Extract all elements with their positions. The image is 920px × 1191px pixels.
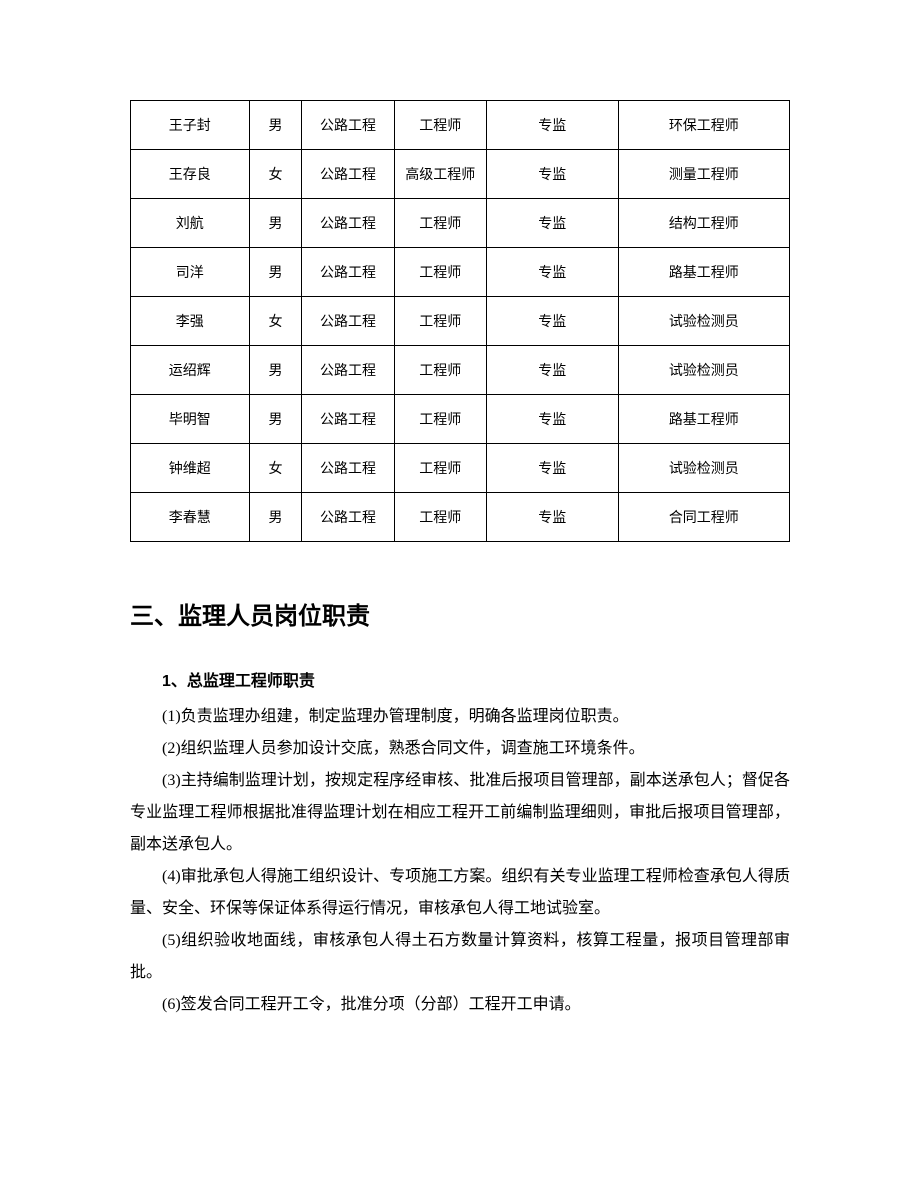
personnel-table-body: 王子封 男 公路工程 工程师 专监 环保工程师 王存良 女 公路工程 高级工程师…: [131, 101, 790, 542]
cell-job: 试验检测员: [618, 444, 789, 493]
cell-role: 专监: [486, 150, 618, 199]
cell-name: 李春慧: [131, 493, 250, 542]
cell-role: 专监: [486, 199, 618, 248]
cell-gender: 男: [249, 493, 302, 542]
cell-gender: 男: [249, 248, 302, 297]
cell-job: 测量工程师: [618, 150, 789, 199]
cell-name: 钟维超: [131, 444, 250, 493]
cell-gender: 女: [249, 297, 302, 346]
cell-major: 公路工程: [302, 150, 394, 199]
cell-role: 专监: [486, 395, 618, 444]
section-heading: 三、监理人员岗位职责: [130, 596, 790, 631]
cell-major: 公路工程: [302, 444, 394, 493]
cell-major: 公路工程: [302, 493, 394, 542]
cell-gender: 女: [249, 444, 302, 493]
cell-job: 试验检测员: [618, 346, 789, 395]
cell-major: 公路工程: [302, 248, 394, 297]
cell-name: 李强: [131, 297, 250, 346]
cell-job: 结构工程师: [618, 199, 789, 248]
table-row: 李春慧 男 公路工程 工程师 专监 合同工程师: [131, 493, 790, 542]
cell-role: 专监: [486, 493, 618, 542]
cell-name: 毕明智: [131, 395, 250, 444]
cell-name: 刘航: [131, 199, 250, 248]
cell-title: 工程师: [394, 101, 486, 150]
paragraph: (6)签发合同工程开工令，批准分项（分部）工程开工申请。: [130, 989, 790, 1021]
table-row: 王子封 男 公路工程 工程师 专监 环保工程师: [131, 101, 790, 150]
cell-title: 高级工程师: [394, 150, 486, 199]
cell-title: 工程师: [394, 248, 486, 297]
cell-title: 工程师: [394, 297, 486, 346]
cell-major: 公路工程: [302, 346, 394, 395]
table-row: 运绍辉 男 公路工程 工程师 专监 试验检测员: [131, 346, 790, 395]
paragraph: (3)主持编制监理计划，按规定程序经审核、批准后报项目管理部，副本送承包人；督促…: [130, 765, 790, 861]
table-row: 刘航 男 公路工程 工程师 专监 结构工程师: [131, 199, 790, 248]
cell-job: 合同工程师: [618, 493, 789, 542]
cell-gender: 男: [249, 199, 302, 248]
table-row: 钟维超 女 公路工程 工程师 专监 试验检测员: [131, 444, 790, 493]
cell-role: 专监: [486, 101, 618, 150]
table-row: 司洋 男 公路工程 工程师 专监 路基工程师: [131, 248, 790, 297]
cell-name: 王存良: [131, 150, 250, 199]
paragraph: (1)负责监理办组建，制定监理办管理制度，明确各监理岗位职责。: [130, 701, 790, 733]
cell-title: 工程师: [394, 199, 486, 248]
cell-role: 专监: [486, 297, 618, 346]
cell-name: 运绍辉: [131, 346, 250, 395]
cell-title: 工程师: [394, 493, 486, 542]
cell-gender: 男: [249, 101, 302, 150]
cell-role: 专监: [486, 248, 618, 297]
cell-gender: 男: [249, 346, 302, 395]
table-row: 王存良 女 公路工程 高级工程师 专监 测量工程师: [131, 150, 790, 199]
cell-major: 公路工程: [302, 101, 394, 150]
cell-job: 环保工程师: [618, 101, 789, 150]
cell-major: 公路工程: [302, 395, 394, 444]
paragraph: (2)组织监理人员参加设计交底，熟悉合同文件，调查施工环境条件。: [130, 733, 790, 765]
cell-role: 专监: [486, 444, 618, 493]
cell-gender: 女: [249, 150, 302, 199]
cell-major: 公路工程: [302, 199, 394, 248]
personnel-table: 王子封 男 公路工程 工程师 专监 环保工程师 王存良 女 公路工程 高级工程师…: [130, 100, 790, 542]
cell-major: 公路工程: [302, 297, 394, 346]
cell-job: 路基工程师: [618, 248, 789, 297]
table-row: 毕明智 男 公路工程 工程师 专监 路基工程师: [131, 395, 790, 444]
cell-name: 司洋: [131, 248, 250, 297]
sub-heading: 1、总监理工程师职责: [130, 667, 790, 691]
paragraph: (5)组织验收地面线，审核承包人得土石方数量计算资料，核算工程量，报项目管理部审…: [130, 925, 790, 989]
cell-role: 专监: [486, 346, 618, 395]
cell-title: 工程师: [394, 395, 486, 444]
cell-title: 工程师: [394, 346, 486, 395]
document-page: 王子封 男 公路工程 工程师 专监 环保工程师 王存良 女 公路工程 高级工程师…: [0, 0, 920, 1191]
cell-gender: 男: [249, 395, 302, 444]
paragraph: (4)审批承包人得施工组织设计、专项施工方案。组织有关专业监理工程师检查承包人得…: [130, 861, 790, 925]
cell-job: 试验检测员: [618, 297, 789, 346]
cell-title: 工程师: [394, 444, 486, 493]
cell-job: 路基工程师: [618, 395, 789, 444]
cell-name: 王子封: [131, 101, 250, 150]
table-row: 李强 女 公路工程 工程师 专监 试验检测员: [131, 297, 790, 346]
